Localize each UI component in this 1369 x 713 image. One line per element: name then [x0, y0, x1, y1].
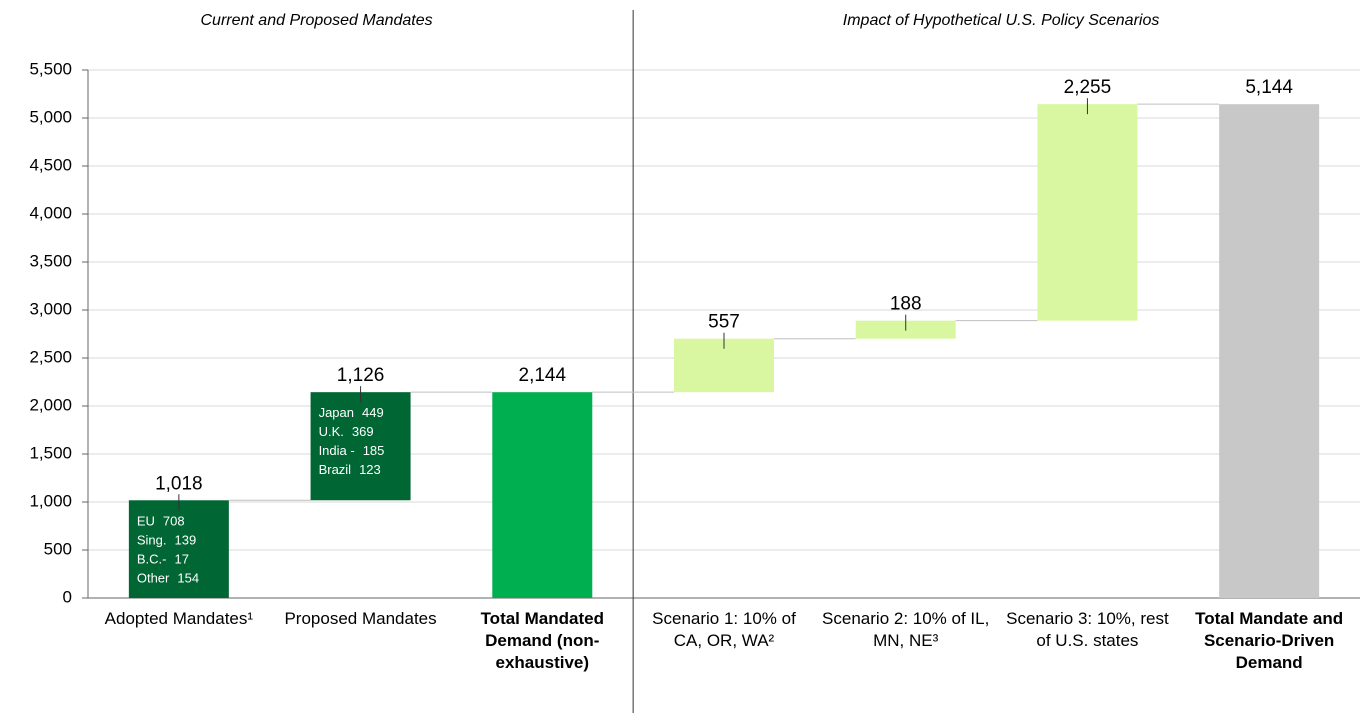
x-tick-label: Adopted Mandates¹ — [104, 609, 254, 628]
value-label: 5,144 — [1245, 77, 1293, 98]
y-tick-label: 1,500 — [29, 443, 72, 462]
y-tick-label: 3,000 — [29, 299, 72, 318]
y-tick-label: 4,000 — [29, 203, 72, 222]
x-tick-label: Scenario 3: 10%, rest of U.S. states — [1006, 609, 1169, 650]
breakdown-name: U.K. — [319, 425, 344, 440]
breakdown-label: Other 154 — [137, 571, 199, 586]
y-tick-label: 5,500 — [29, 59, 72, 78]
value-label: 2,144 — [519, 365, 567, 386]
breakdown-label: U.K. 369 — [319, 425, 374, 440]
breakdown-name: Other — [137, 571, 170, 586]
breakdown-label: Japan 449 — [319, 406, 384, 421]
x-tick-label: Scenario 1: 10% of CA, OR, WA² — [652, 609, 796, 650]
bar — [128, 500, 229, 598]
bar — [492, 392, 593, 598]
breakdown-name: EU — [137, 514, 155, 529]
value-label: 188 — [890, 294, 922, 315]
breakdown-label: EU 708 — [137, 514, 185, 529]
y-tick-label: 4,500 — [29, 155, 72, 174]
breakdown-name: Brazil — [319, 463, 352, 478]
breakdown-value: 123 — [359, 463, 381, 478]
x-tick-label: Total Mandate and Scenario-Driven Demand — [1195, 609, 1344, 672]
value-label: 1,018 — [155, 473, 203, 494]
breakdown-label: B.C.- 17 — [137, 552, 189, 567]
y-tick-label: 3,500 — [29, 251, 72, 270]
bar — [1037, 104, 1138, 321]
y-tick-label: 2,000 — [29, 395, 72, 414]
y-tick-label: 5,000 — [29, 107, 72, 126]
breakdown-name: Japan — [319, 406, 354, 421]
value-label: 557 — [708, 312, 740, 333]
bar — [1219, 104, 1320, 599]
section-title: Impact of Hypothetical U.S. Policy Scena… — [842, 12, 1160, 29]
x-tick-label: Total Mandated Demand (non-exhaustive) — [480, 609, 604, 672]
value-label: 2,255 — [1064, 77, 1112, 98]
breakdown-name: India - — [319, 444, 355, 459]
breakdown-name: Sing. — [137, 533, 167, 548]
value-label: 1,126 — [337, 365, 385, 386]
breakdown-label: Brazil 123 — [319, 463, 381, 478]
breakdown-value: 139 — [174, 533, 196, 548]
breakdown-label: Sing. 139 — [137, 533, 196, 548]
y-tick-label: 0 — [63, 587, 72, 606]
bar — [310, 392, 411, 501]
x-tick-label: Scenario 2: 10% of IL, MN, NE³ — [822, 609, 990, 650]
y-tick-label: 2,500 — [29, 347, 72, 366]
breakdown-label: India - 185 — [319, 444, 385, 459]
breakdown-value: 17 — [174, 552, 188, 567]
y-tick-label: 1,000 — [29, 491, 72, 510]
breakdown-value: 154 — [177, 571, 199, 586]
section-title: Current and Proposed Mandates — [200, 12, 433, 29]
breakdown-value: 369 — [352, 425, 374, 440]
breakdown-value: 185 — [363, 444, 385, 459]
breakdown-name: B.C.- — [137, 552, 167, 567]
y-tick-label: 500 — [44, 539, 72, 558]
x-tick-label: Proposed Mandates — [284, 609, 437, 628]
breakdown-value: 708 — [163, 514, 185, 529]
breakdown-value: 449 — [362, 406, 384, 421]
